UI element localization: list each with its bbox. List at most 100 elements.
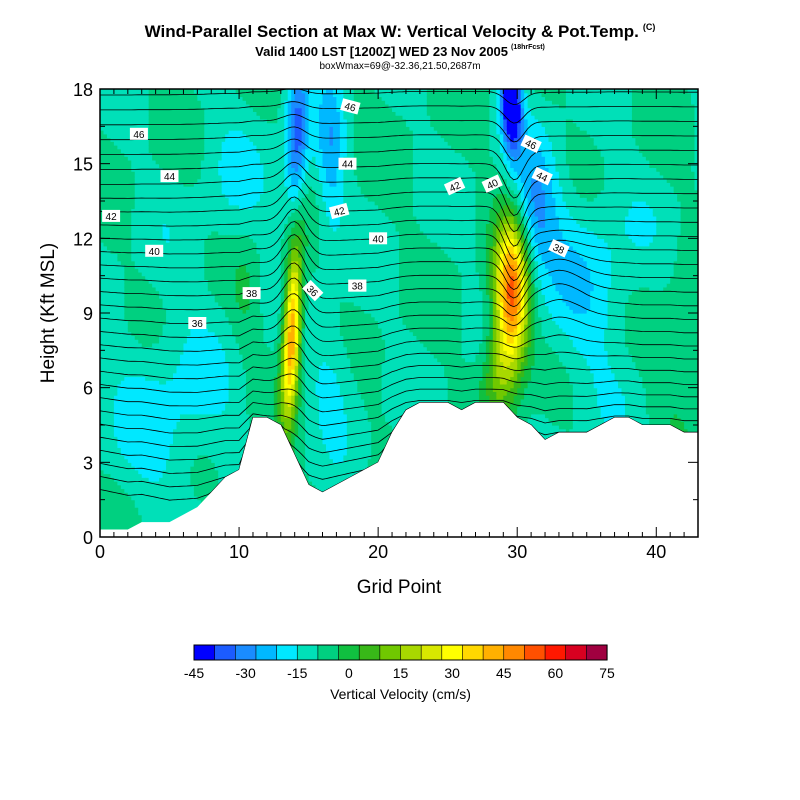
field-cell [225,163,230,168]
field-cell [134,294,139,299]
field-cell [207,342,212,348]
field-cell [169,436,174,441]
field-cell [232,223,237,228]
field-cell [159,264,164,269]
field-cell [239,208,244,213]
field-cell [159,324,164,329]
field-cell [100,290,105,295]
field-cell [204,271,209,277]
field-cell [190,466,195,471]
field-cell [193,372,198,378]
field-cell [179,133,185,139]
field-cell [225,242,230,247]
field-cell [110,268,115,273]
field-cell [197,249,202,254]
field-cell [103,163,108,168]
field-cell [235,417,240,422]
field-cell [141,103,146,109]
field-cell [193,133,198,139]
field-cell [162,410,167,415]
field-cell [141,361,146,366]
field-cell [141,417,146,422]
field-cell [173,432,178,437]
field-cell [204,141,209,146]
field-cell [120,488,125,493]
field-cell [145,257,150,262]
field-cell [127,174,132,180]
field-cell [225,182,230,187]
field-cell [162,313,167,318]
field-cell [193,298,198,303]
field-cell [145,436,150,441]
field-cell [117,126,122,131]
field-cell [106,309,112,314]
field-cell [141,283,146,288]
field-cell [155,462,160,467]
field-cell [110,428,115,434]
field-cell [110,447,115,452]
field-cell [200,439,205,445]
field-cell [120,126,125,131]
field-cell [166,451,171,456]
field-cell [106,484,112,490]
field-cell [148,148,153,154]
field-cell [127,230,132,236]
field-cell [197,372,202,378]
field-cell [103,410,108,415]
field-cell [204,350,209,355]
field-cell [232,369,237,374]
field-cell [176,89,181,94]
field-cell [225,245,230,251]
field-cell [225,436,230,441]
field-cell [141,346,146,351]
field-cell [169,89,174,94]
field-cell [152,518,157,523]
field-cell [190,327,195,333]
field-cell [204,473,209,478]
field-cell [197,354,202,359]
field-cell [214,294,219,299]
field-cell [113,301,118,307]
field-cell [110,253,115,258]
field-cell [179,159,185,165]
field-cell [235,253,240,258]
field-cell [120,118,125,124]
field-cell [152,103,157,109]
field-cell [207,454,212,460]
field-cell [207,118,212,124]
field-cell [166,290,171,295]
field-cell [190,137,195,142]
field-cell [204,204,209,210]
field-cell [242,313,247,318]
field-cell [183,380,188,385]
field-cell [117,313,122,318]
field-cell [152,275,157,280]
field-cell [173,380,178,385]
field-cell [232,447,237,452]
field-cell [239,257,244,262]
field-cell [186,395,191,400]
field-cell [186,447,191,452]
field-cell [235,212,240,217]
field-cell [179,152,185,157]
field-cell [100,301,105,307]
field-cell [166,186,171,191]
field-cell [162,148,167,154]
field-cell [127,335,132,340]
field-cell [173,451,178,456]
field-cell [183,163,188,168]
field-cell [106,174,112,180]
field-cell [117,111,122,116]
field-cell [100,413,105,419]
field-cell [100,335,105,340]
field-cell [141,100,146,105]
field-cell [106,264,112,269]
field-cell [173,294,178,299]
field-cell [190,286,195,292]
field-cell [183,215,188,221]
field-cell [218,395,223,400]
field-cell [141,145,146,150]
field-cell [131,141,136,146]
field-cell [211,365,216,370]
field-cell [145,316,150,322]
